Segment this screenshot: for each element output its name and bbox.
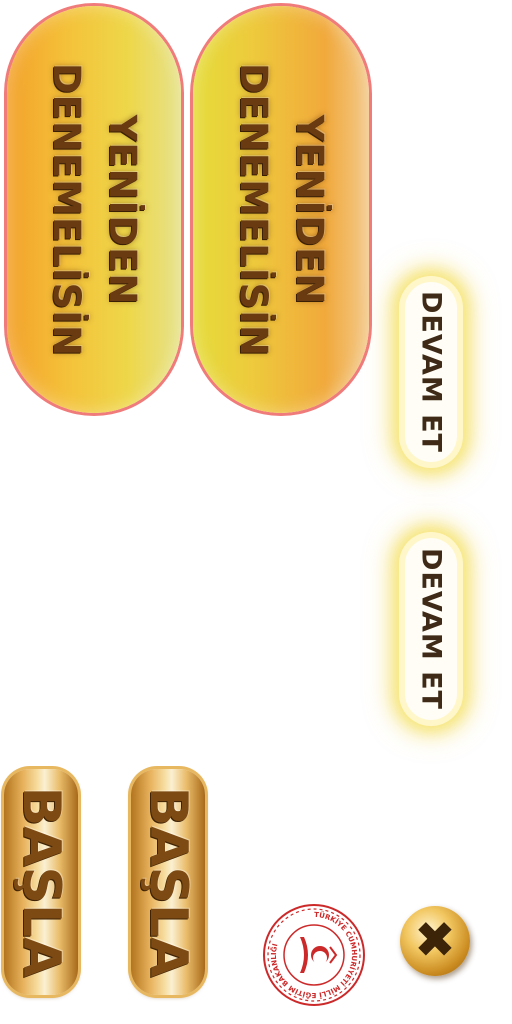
retry-button-2[interactable]: YENİDEN DENEMELİSİN: [193, 6, 369, 413]
close-icon: ✖: [414, 911, 456, 969]
retry-label: YENİDEN DENEMELİSİN: [225, 60, 337, 360]
continue-label: DEVAM ET: [415, 291, 447, 453]
continue-button-1[interactable]: DEVAM ET: [405, 282, 457, 462]
start-button-1[interactable]: BAŞLA: [4, 769, 78, 995]
retry-button-1[interactable]: YENİDEN DENEMELİSİN: [7, 6, 181, 413]
start-label: BAŞLA: [138, 786, 198, 978]
continue-label: DEVAM ET: [415, 548, 447, 710]
retry-label: YENİDEN DENEMELİSİN: [38, 60, 150, 360]
ministry-emblem-icon: TÜRKİYE CUMHURİYETİ MİLLÎ EĞİTİM BAKANLI…: [262, 903, 366, 1007]
continue-button-2[interactable]: DEVAM ET: [405, 538, 457, 720]
start-label: BAŞLA: [11, 786, 71, 978]
retry-label-text: YENİDEN DENEMELİSİN: [45, 62, 144, 357]
start-button-2[interactable]: BAŞLA: [131, 769, 205, 995]
retry-label-text: YENİDEN DENEMELİSİN: [232, 62, 331, 357]
close-button[interactable]: ✖: [400, 906, 470, 976]
